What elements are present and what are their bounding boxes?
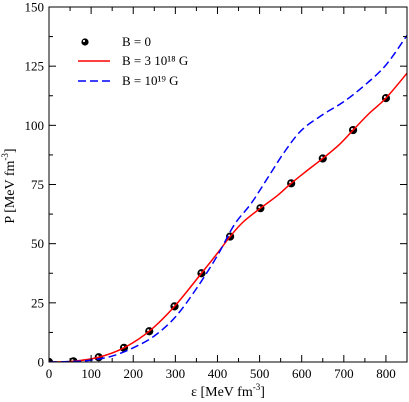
y-tick-label-100: 100 <box>25 118 45 133</box>
legend-label-b3e18: B = 3 10¹⁸ G <box>122 53 188 68</box>
y-tick-label-125: 125 <box>25 59 45 74</box>
series-line-b1e19 <box>49 34 407 362</box>
x-tick-label-0: 0 <box>46 366 53 381</box>
ticks-layer: 0 100 200 300 400 500 600 700 800 0 25 50 75 100 125 15… <box>25 0 407 381</box>
y-tick-label-150: 150 <box>25 0 45 15</box>
x-axis-label: ε [MeV fm-3] <box>191 382 265 400</box>
y-tick-label-0: 0 <box>38 355 45 370</box>
x-tick-label-300: 300 <box>166 366 186 381</box>
x-tick-label-500: 500 <box>250 366 270 381</box>
legend-marker-b0 <box>81 38 89 46</box>
legend-label-b0: B = 0 <box>122 34 151 49</box>
legend-marker-b0-highlight <box>82 39 86 43</box>
legend-label-b1e19: B = 10¹⁹ G <box>122 73 179 88</box>
series-line-b3e18 <box>49 72 407 362</box>
y-tick-label-50: 50 <box>31 236 44 251</box>
x-tick-label-800: 800 <box>376 366 396 381</box>
x-tick-label-100: 100 <box>81 366 101 381</box>
x-tick-label-600: 600 <box>292 366 312 381</box>
y-axis-label: P [MeV fm-3] <box>0 148 18 223</box>
y-tick-label-25: 25 <box>31 295 44 310</box>
legend: B = 0 B = 3 10¹⁸ G B = 10¹⁹ G <box>78 34 188 88</box>
x-tick-label-200: 200 <box>123 366 143 381</box>
y-tick-label-75: 75 <box>31 177 44 192</box>
x-tick-label-400: 400 <box>208 366 228 381</box>
series-layer <box>49 34 407 362</box>
x-tick-label-700: 700 <box>334 366 354 381</box>
